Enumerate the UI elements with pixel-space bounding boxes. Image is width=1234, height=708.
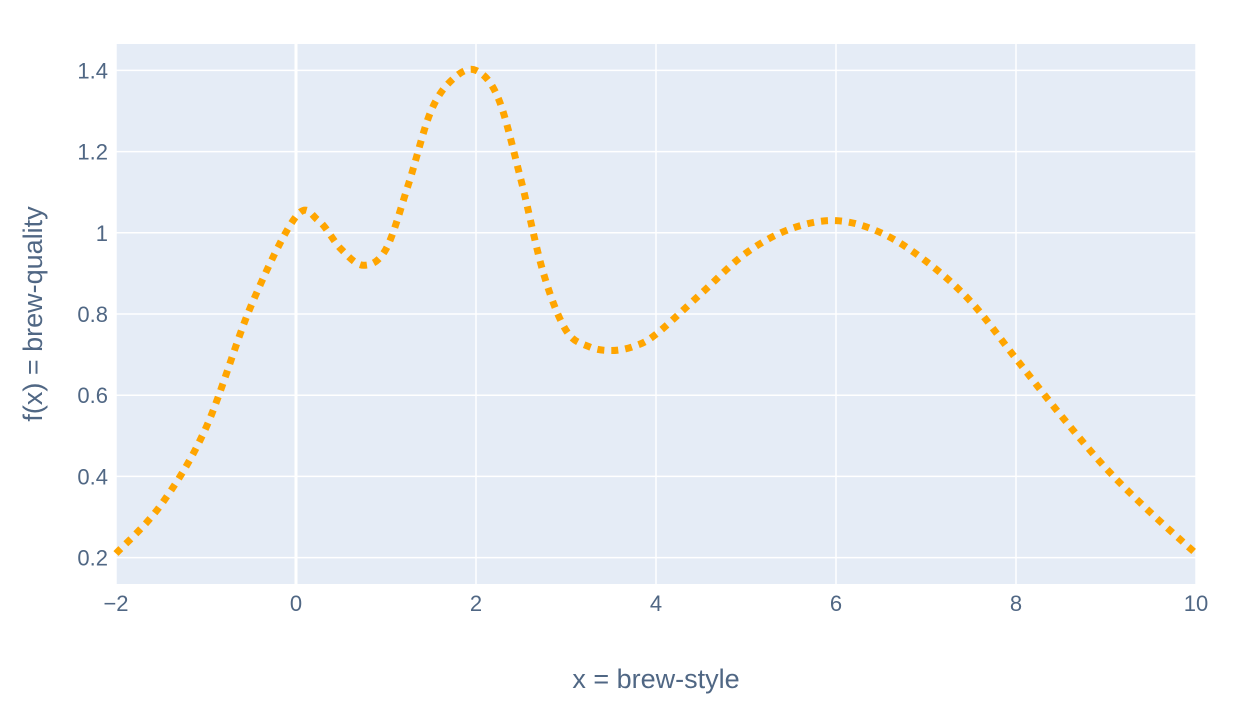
x-axis-title: x = brew-style: [572, 664, 739, 694]
x-tick-labels: −2 0 2 4 6 8 10: [103, 591, 1208, 616]
x-tick-label: 8: [1010, 591, 1022, 616]
y-tick-label: 0.8: [77, 302, 108, 327]
series-line: [113, 65, 1199, 557]
series-layer: [113, 65, 1199, 557]
y-axis-title: f(x) = brew-quality: [18, 206, 48, 422]
y-tick-label: 1.2: [77, 140, 108, 165]
y-tick-label: 1.4: [77, 58, 108, 83]
y-tick-label: 0.2: [77, 546, 108, 571]
y-tick-label: 0.4: [77, 464, 108, 489]
y-tick-label: 0.6: [77, 383, 108, 408]
x-tick-label: −2: [103, 591, 128, 616]
y-tick-label: 1: [96, 221, 108, 246]
x-tick-label: 2: [470, 591, 482, 616]
x-tick-label: 6: [830, 591, 842, 616]
x-gridlines: [115, 44, 1197, 584]
x-tick-label: 0: [290, 591, 302, 616]
y-tick-labels: 0.2 0.4 0.6 0.8 1 1.2 1.4: [77, 58, 108, 570]
x-tick-label: 4: [650, 591, 662, 616]
x-tick-label: 10: [1184, 591, 1208, 616]
